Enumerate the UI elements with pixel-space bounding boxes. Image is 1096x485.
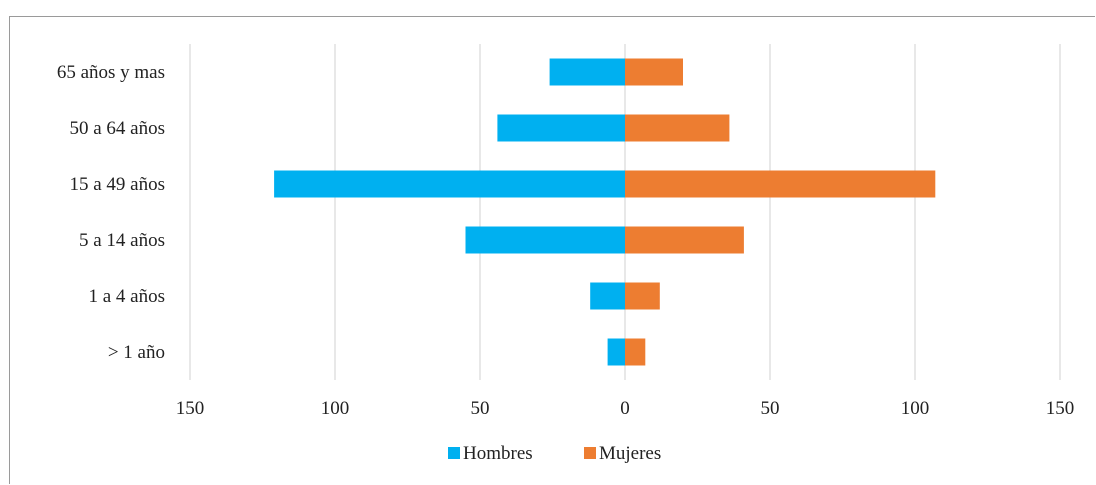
category-label: 15 a 49 años <box>69 174 165 195</box>
x-tick-label: 100 <box>321 398 350 419</box>
category-label: > 1 año <box>108 342 165 363</box>
x-tick-label: 0 <box>620 398 630 419</box>
bar-hombres-1 <box>590 282 625 310</box>
bar-hombres-4 <box>497 114 625 142</box>
bar-mujeres-4 <box>625 114 730 142</box>
bars <box>274 58 936 366</box>
x-tick-label: 50 <box>471 398 490 419</box>
x-tick-label: 150 <box>176 398 205 419</box>
bar-mujeres-0 <box>625 338 646 366</box>
bar-hombres-2 <box>465 226 625 254</box>
category-label: 65 años y mas <box>57 62 165 83</box>
bar-mujeres-2 <box>625 226 744 254</box>
category-label: 1 a 4 años <box>88 286 165 307</box>
bar-mujeres-3 <box>625 170 936 198</box>
legend-swatch-mujeres <box>584 447 596 459</box>
category-labels: > 1 año 1 a 4 años 5 a 14 años 15 a 49 años… <box>57 62 165 363</box>
chart-frame <box>9 16 1095 484</box>
bar-hombres-3 <box>274 170 625 198</box>
category-label: 5 a 14 años <box>79 230 165 251</box>
x-tick-label: 150 <box>1046 398 1075 419</box>
bar-mujeres-1 <box>625 282 660 310</box>
legend-swatch-hombres <box>448 447 460 459</box>
x-tick-label: 50 <box>761 398 780 419</box>
x-tick-label: 100 <box>901 398 930 419</box>
legend-label-hombres: Hombres <box>463 443 533 464</box>
legend: Hombres Mujeres <box>448 443 661 464</box>
x-tick-labels: 150 100 50 0 50 100 150 <box>176 398 1075 419</box>
legend-label-mujeres: Mujeres <box>599 443 661 464</box>
bar-mujeres-5 <box>625 58 683 86</box>
gridlines <box>189 44 1061 380</box>
category-label: 50 a 64 años <box>69 118 165 139</box>
bar-hombres-5 <box>549 58 625 86</box>
bar-hombres-0 <box>607 338 625 366</box>
